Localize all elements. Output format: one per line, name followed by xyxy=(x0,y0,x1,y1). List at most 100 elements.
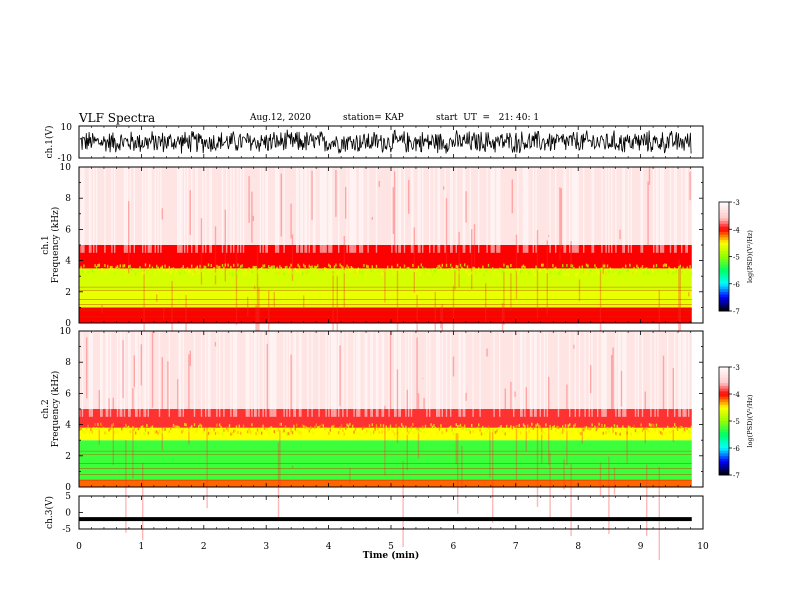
ch2-spectrogram-edge xyxy=(263,426,266,430)
x-tick-label: 5 xyxy=(388,542,394,552)
ch1-spectrogram-ylabel-channel: ch.1 xyxy=(41,235,51,254)
ch2-spectrogram-edge xyxy=(262,424,264,428)
ch2-spectrogram-colorbar-segment xyxy=(719,426,729,430)
ch2-spectrogram-streak xyxy=(479,331,481,417)
ch2-spectrogram-edge xyxy=(671,429,673,433)
ch1-spectrogram-edge xyxy=(343,270,345,274)
ch1-spectrogram-edge xyxy=(613,272,616,276)
ch2-spectrogram-edge xyxy=(405,425,407,429)
ch2-spectrogram-edge xyxy=(515,425,518,429)
x-tick-label: 7 xyxy=(513,542,519,552)
ch2-spectrogram-edge xyxy=(129,430,131,434)
ch1-spectrogram-edge xyxy=(149,264,151,268)
ch1-spectrogram-streak xyxy=(202,167,204,253)
ch1-spectrogram-colorbar-segment xyxy=(719,215,729,219)
ch2-spectrogram-streak xyxy=(510,381,512,410)
ch2-spectrogram-streak xyxy=(486,348,488,357)
ch1-spectrogram-edge xyxy=(287,269,289,273)
ch1-spectrogram-edge xyxy=(433,268,435,272)
ch2-spectrogram-edge xyxy=(258,430,260,434)
ch1-spectrogram-edge xyxy=(528,271,530,275)
ch1-spectrogram-streak xyxy=(486,167,488,253)
ch2-spectrogram-edge xyxy=(622,425,624,429)
ch1-spectrogram-streak xyxy=(399,167,401,253)
ch1-spectrogram-streak xyxy=(322,167,324,253)
ch1-spectrogram-edge xyxy=(472,266,474,270)
ch2-spectrogram-streak xyxy=(423,397,425,423)
ch2-spectrogram-edge xyxy=(420,428,422,432)
ch2-spectrogram-edge xyxy=(566,428,568,432)
ch2-spectrogram-edge xyxy=(94,422,96,426)
ch1-spectrogram-edge xyxy=(685,270,687,274)
ch1-spectrogram-edge xyxy=(207,263,210,267)
ch1-spectrogram-streak xyxy=(324,167,326,253)
ch1-spectrogram-edge xyxy=(137,268,140,272)
ch2-spectrogram-edge xyxy=(364,431,366,435)
ch2-spectrogram-edge xyxy=(101,424,103,428)
ch2-spectrogram-edge xyxy=(111,424,113,428)
ch1-spectrogram-edge xyxy=(139,266,141,270)
ch1-spectrogram-edge xyxy=(459,263,462,267)
ch2-spectrogram-edge xyxy=(577,428,579,432)
ch2-spectrogram-streak xyxy=(291,465,294,469)
ch1-spectrogram-edge xyxy=(644,267,646,271)
ch1-spectrogram-edge xyxy=(420,263,422,267)
ch2-spectrogram-edge xyxy=(325,427,327,431)
ch1-spectrogram-streak xyxy=(156,294,158,302)
ch2-spectrogram-streak xyxy=(142,462,144,541)
ch2-spectrogram-edge xyxy=(658,430,660,434)
ch1-spectrogram-edge xyxy=(532,269,534,273)
ch2-spectrogram-streak xyxy=(514,391,516,397)
ch1-spectrogram-streak xyxy=(630,167,632,253)
ch2-spectrogram-streak xyxy=(685,331,687,417)
ch1-spectrogram-streak xyxy=(535,167,537,253)
ch1-spectrogram-edge xyxy=(354,270,357,274)
ch1-spectrogram-edge xyxy=(235,271,238,275)
ch2-spectrogram-edge xyxy=(161,430,163,434)
ch2-spectrogram-edge xyxy=(643,427,645,431)
ch2-spectrogram-edge xyxy=(210,430,212,434)
ch2-spectrogram-edge xyxy=(314,425,316,429)
ch1-spectrogram-streak xyxy=(80,167,82,253)
ch2-spectrogram-edge xyxy=(378,430,380,434)
ch2-spectrogram-colorbar-segment xyxy=(719,380,729,384)
ch1-spectrogram-edge xyxy=(450,263,452,267)
ch2-spectrogram-edge xyxy=(555,429,557,433)
ch1-spectrogram-edge xyxy=(615,268,617,272)
ch1-spectrogram-edge xyxy=(570,264,572,268)
ch2-spectrogram-edge xyxy=(247,430,249,434)
ch2-spectrogram-streak xyxy=(328,331,330,417)
ch1-spectrogram-streak xyxy=(669,167,672,253)
ch1-spectrogram-edge xyxy=(315,265,317,269)
ch2-spectrogram-colorbar-segment xyxy=(719,404,729,408)
ch2-spectrogram-edge xyxy=(478,423,480,427)
ch1-spectrogram-edge xyxy=(416,268,418,272)
ch2-spectrogram-edge xyxy=(196,428,198,432)
ch1-spectrogram-edge xyxy=(577,271,579,275)
ch2-spectrogram-streak xyxy=(133,355,135,388)
ch1-spectrogram-edge xyxy=(535,265,537,269)
ch1-panel-frame xyxy=(78,125,704,159)
ch1-spectrogram-streak xyxy=(641,167,644,253)
ch1-spectrogram-edge xyxy=(405,269,407,273)
ch2-spectrogram-streak xyxy=(214,341,217,347)
ch1-spectrogram-edge xyxy=(566,264,568,268)
ch1-spectrogram-edge xyxy=(101,267,103,271)
ch1-spectrogram-edge xyxy=(191,264,193,268)
ch1-spectrogram-streak xyxy=(438,167,441,253)
ch1-spectrogram-edge xyxy=(84,270,86,274)
ch1-spectrogram-edge xyxy=(415,273,417,277)
ch1-spectrogram-edge xyxy=(625,264,627,268)
ch2-spectrogram-streak xyxy=(394,331,396,417)
ch1-spectrogram-edge xyxy=(542,263,544,267)
ch2-spectrogram-edge xyxy=(552,426,554,430)
ch1-spectrogram-edge xyxy=(179,272,182,276)
ch2-spectrogram-streak xyxy=(100,331,102,417)
ch1-spectrogram-edge xyxy=(632,271,634,275)
ch1-spectrogram-edge xyxy=(186,267,189,271)
ch2-spectrogram-streak xyxy=(199,411,201,426)
ch1-spectrogram-edge xyxy=(487,263,490,267)
ch1-spectrogram-edge xyxy=(277,271,280,275)
ch2-spectrogram-edge xyxy=(650,423,652,427)
